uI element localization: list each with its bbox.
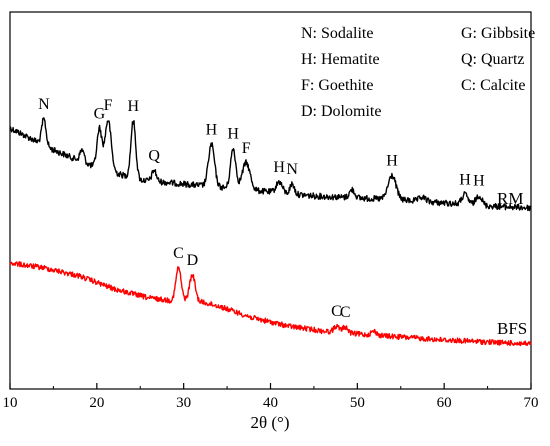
peak-label: Q [148,147,160,164]
series-end-labels: RM BFS [497,189,527,338]
series-line-rm [9,117,532,212]
peak-label: F [104,97,113,114]
peak-label: H [227,126,239,143]
peak-labels: NGF HQH HFH N HH HC DCC [38,96,485,321]
legend-entry: D: Dolomite [301,103,381,120]
peak-label: C [340,304,351,321]
x-tick-label: 10 [3,395,18,411]
x-tick-label: 40 [263,395,278,411]
peak-label: H [206,122,218,139]
series-label-rm: RM [497,189,523,208]
x-tick-label: 70 [524,395,539,411]
peak-label: H [273,159,285,176]
x-tick-label: 30 [176,395,191,411]
peak-label: H [128,98,140,115]
x-tick-label: 50 [350,395,365,411]
legend-entry: C: Calcite [461,77,525,94]
peak-label: F [242,140,251,157]
legend-entry: G: Gibbsite [461,25,535,42]
legend-entry: N: Sodalite [301,25,373,42]
peak-label: H [386,153,398,170]
peak-label: N [38,96,50,113]
plot-frame [9,11,532,390]
legend-entry: H: Hematite [301,51,380,68]
series-label-bfs: BFS [497,319,527,338]
peak-label: C [173,245,184,262]
x-axis-ticks: 10 20 30 40 50 60 70 [3,383,539,411]
series-group [9,117,532,347]
peak-label: H [459,171,471,188]
legend-entry: F: Goethite [301,77,373,94]
series-line-bfs [9,261,532,347]
x-axis-title: 2θ (°) [250,413,289,432]
peak-label: N [286,161,298,178]
legend: N: Sodalite G: Gibbsite H: Hematite Q: Quar… [301,25,535,120]
legend-entry: Q: Quartz [461,51,525,68]
peak-label: G [94,106,106,123]
x-tick-label: 60 [437,395,452,411]
peak-label: D [187,252,199,269]
peak-label: C [331,303,342,320]
x-tick-label: 20 [89,395,104,411]
peak-label: H [473,172,485,189]
